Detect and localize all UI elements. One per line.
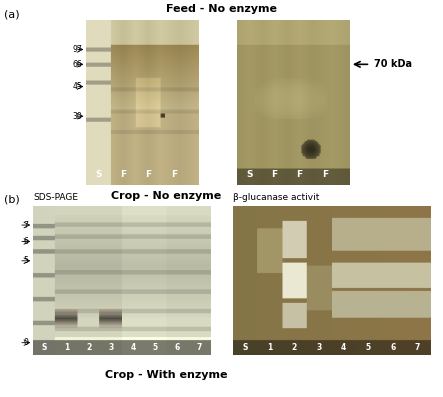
Text: Crop - With enzyme: Crop - With enzyme [105, 370, 227, 380]
Text: 3: 3 [108, 343, 113, 352]
Text: 2: 2 [291, 343, 297, 352]
Text: 1: 1 [267, 343, 272, 352]
Text: F: F [322, 170, 328, 179]
Text: 6: 6 [23, 237, 28, 246]
Text: F: F [145, 170, 152, 179]
Text: F: F [120, 170, 127, 179]
Text: (b): (b) [4, 195, 20, 204]
Text: 97: 97 [72, 45, 82, 54]
Text: 45: 45 [72, 82, 82, 91]
Text: 7: 7 [197, 343, 202, 352]
Text: Feed - No enzyme: Feed - No enzyme [166, 4, 277, 14]
Text: S: S [42, 343, 47, 352]
Text: 4: 4 [130, 343, 136, 352]
Text: 66: 66 [72, 60, 82, 69]
Text: Crop - No enzyme: Crop - No enzyme [111, 191, 221, 200]
Text: F: F [296, 170, 302, 179]
Text: 5: 5 [365, 343, 371, 352]
Text: 6: 6 [175, 343, 180, 352]
Text: F: F [171, 170, 178, 179]
Text: 30: 30 [72, 112, 82, 121]
Text: S: S [246, 170, 253, 179]
Text: F: F [271, 170, 277, 179]
Text: 7: 7 [23, 221, 28, 229]
Text: 7: 7 [415, 343, 420, 352]
Text: β-glucanase activit: β-glucanase activit [233, 193, 319, 202]
Text: 2: 2 [86, 343, 91, 352]
Text: 5: 5 [152, 343, 158, 352]
Text: 5: 5 [23, 256, 28, 265]
Text: 6: 6 [390, 343, 395, 352]
Text: 4: 4 [341, 343, 346, 352]
Text: SDS-PAGE: SDS-PAGE [33, 193, 78, 202]
Text: 70 kDa: 70 kDa [374, 59, 412, 69]
Text: 0: 0 [23, 338, 28, 347]
Text: 1: 1 [64, 343, 69, 352]
Text: S: S [96, 170, 102, 179]
Text: (a): (a) [4, 10, 20, 20]
Text: 3: 3 [316, 343, 322, 352]
Text: S: S [242, 343, 248, 352]
